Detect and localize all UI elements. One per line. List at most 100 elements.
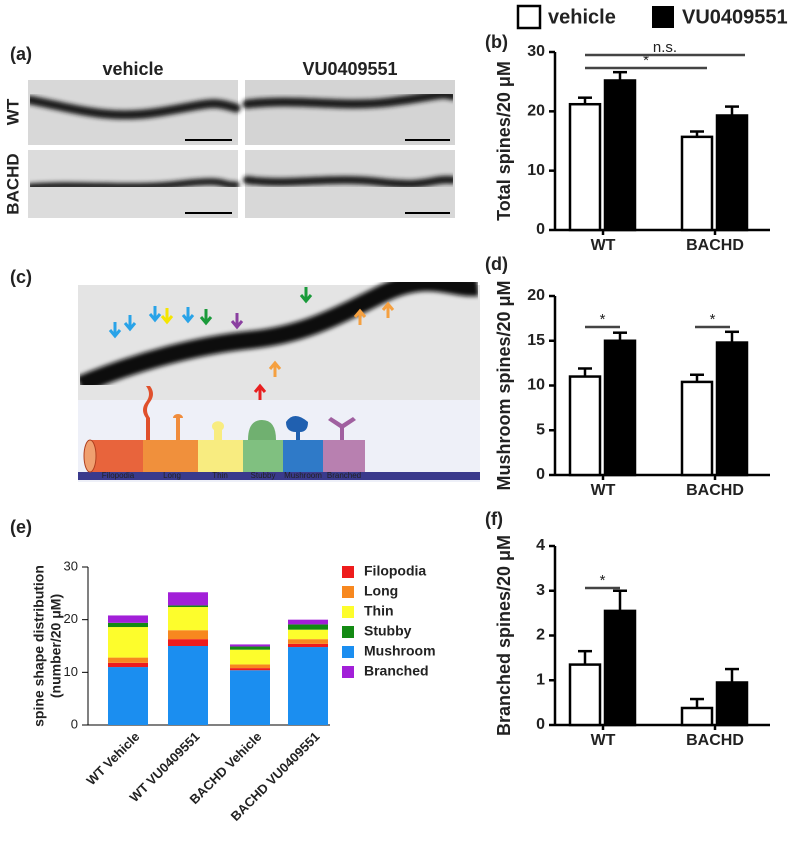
panel-label: (d)	[485, 254, 508, 274]
bar	[568, 663, 602, 727]
significance-label: *	[643, 52, 649, 69]
y-axis-label: (number/20 μM)	[48, 594, 64, 698]
shape-label: Filopodia	[102, 471, 135, 480]
legend-label: vehicle	[548, 6, 616, 28]
legend-swatch	[516, 4, 542, 30]
legend-label: Stubby	[364, 623, 412, 639]
legend-label: Branched	[364, 663, 429, 679]
y-tick-label: 0	[536, 466, 545, 483]
bar	[568, 375, 602, 477]
significance-label: n.s.	[653, 39, 677, 56]
y-axis-label: Mushroom spines/20 μM	[494, 280, 514, 490]
bar	[603, 609, 637, 727]
panel-label: (f)	[485, 509, 503, 529]
bar-segment	[288, 647, 328, 725]
y-tick-label: 20	[527, 103, 545, 120]
bar-segment	[168, 592, 208, 606]
bar-segment	[168, 646, 208, 725]
significance-label: *	[710, 311, 716, 328]
row-label: WT	[3, 98, 22, 125]
bar-segment	[230, 668, 270, 671]
bar-segment	[108, 622, 148, 628]
panel-label: (c)	[10, 267, 32, 287]
bar-segment	[108, 662, 148, 668]
y-tick-label: 30	[527, 43, 545, 60]
x-tick-label: WT	[591, 237, 616, 254]
bar	[603, 79, 637, 232]
y-tick-label: 4	[536, 537, 545, 554]
bar-segment	[168, 605, 208, 608]
shape-label: Stubby	[251, 471, 276, 480]
bar-segment	[230, 664, 270, 669]
x-tick-label: WT	[591, 482, 616, 499]
bar-segment	[168, 639, 208, 646]
bar-segment	[168, 607, 208, 631]
bar	[568, 102, 602, 232]
y-axis-label: Total spines/20 μM	[494, 61, 514, 221]
y-tick-label: 10	[527, 377, 545, 394]
y-tick-label: 20	[64, 611, 78, 626]
bar-segment	[230, 670, 270, 725]
panel-label: (e)	[10, 517, 32, 537]
y-tick-label: 3	[536, 582, 545, 599]
legend-swatch	[342, 586, 354, 598]
bar	[715, 114, 749, 232]
y-tick-label: 0	[71, 716, 78, 731]
bar-segment	[288, 629, 328, 640]
x-tick-label: BACHD	[686, 482, 744, 499]
legend-label: Thin	[364, 603, 394, 619]
legend-label: Long	[364, 583, 398, 599]
x-tick-label: WT	[591, 732, 616, 749]
bar	[680, 706, 714, 727]
significance-label: *	[600, 572, 606, 589]
shape-label: Thin	[212, 471, 228, 480]
legend-label: Mushroom	[364, 643, 436, 659]
shape-label: Long	[163, 471, 181, 480]
shape-label: Mushroom	[284, 471, 322, 480]
y-tick-label: 1	[536, 671, 545, 688]
y-tick-label: 2	[536, 627, 545, 644]
legend-swatch	[342, 626, 354, 638]
panel-label: (a)	[10, 44, 32, 64]
x-tick-label: BACHD	[686, 237, 744, 254]
bar-segment	[288, 619, 328, 625]
bar	[680, 135, 714, 232]
shape-label: Branched	[327, 471, 361, 480]
legend-swatch	[342, 646, 354, 658]
bar-segment	[288, 624, 328, 630]
significance-label: *	[600, 311, 606, 328]
y-axis-label: Branched spines/20 μM	[494, 535, 514, 736]
y-tick-label: 20	[527, 287, 545, 304]
bar	[715, 341, 749, 477]
column-label: vehicle	[102, 59, 163, 79]
bar-segment	[108, 615, 148, 623]
y-tick-label: 10	[64, 664, 78, 679]
bar-segment	[230, 649, 270, 665]
spine-diagram: Filopodia Long Thin Stubby Mushroom Bran…	[78, 386, 480, 482]
x-tick-label: BACHD	[686, 732, 744, 749]
y-tick-label: 15	[527, 332, 545, 349]
bar	[603, 339, 637, 477]
x-tick-label: WT Vehicle	[83, 729, 142, 788]
y-tick-label: 5	[536, 421, 545, 438]
micrograph	[76, 273, 480, 400]
legend-label: Filopodia	[364, 563, 426, 579]
y-tick-label: 10	[527, 162, 545, 179]
bar-segment	[230, 646, 270, 650]
legend-label: VU0409551	[682, 6, 788, 28]
legend-swatch	[342, 606, 354, 618]
legend-swatch	[342, 566, 354, 578]
legend-swatch	[652, 6, 674, 28]
y-axis-label: spine shape distribution	[31, 565, 47, 727]
bar-segment	[288, 643, 328, 648]
bar-segment	[108, 657, 148, 663]
bar-segment	[230, 644, 270, 647]
panel-label: (b)	[485, 32, 508, 52]
column-label: VU0409551	[302, 59, 397, 79]
bar-segment	[108, 627, 148, 658]
micrograph	[25, 80, 458, 218]
y-tick-label: 30	[64, 558, 78, 573]
bar-segment	[108, 667, 148, 725]
y-tick-label: 0	[536, 716, 545, 733]
